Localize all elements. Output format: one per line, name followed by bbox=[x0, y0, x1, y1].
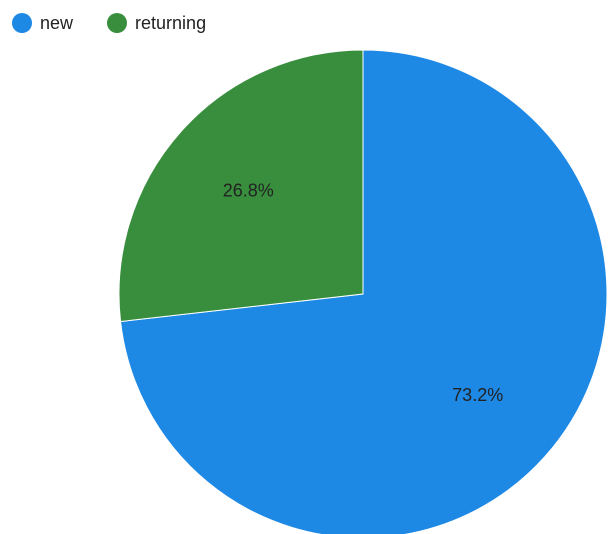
pie-slices bbox=[118, 49, 608, 534]
pie-slice-labels: 73.2% 26.8% bbox=[223, 180, 503, 405]
chart-legend: new returning bbox=[12, 11, 206, 35]
legend-label-returning: returning bbox=[135, 13, 207, 33]
legend-item-returning[interactable]: returning bbox=[107, 13, 206, 33]
legend-item-new[interactable]: new bbox=[12, 13, 73, 33]
pie-slice-new[interactable] bbox=[120, 49, 608, 534]
slice-label-new: 73.2% bbox=[452, 385, 503, 405]
legend-swatch-new bbox=[12, 13, 32, 33]
legend-swatch-returning bbox=[107, 13, 128, 33]
pie-slice-returning[interactable] bbox=[118, 49, 364, 323]
legend-label-new: new bbox=[40, 13, 74, 33]
slice-label-returning: 26.8% bbox=[223, 180, 274, 200]
